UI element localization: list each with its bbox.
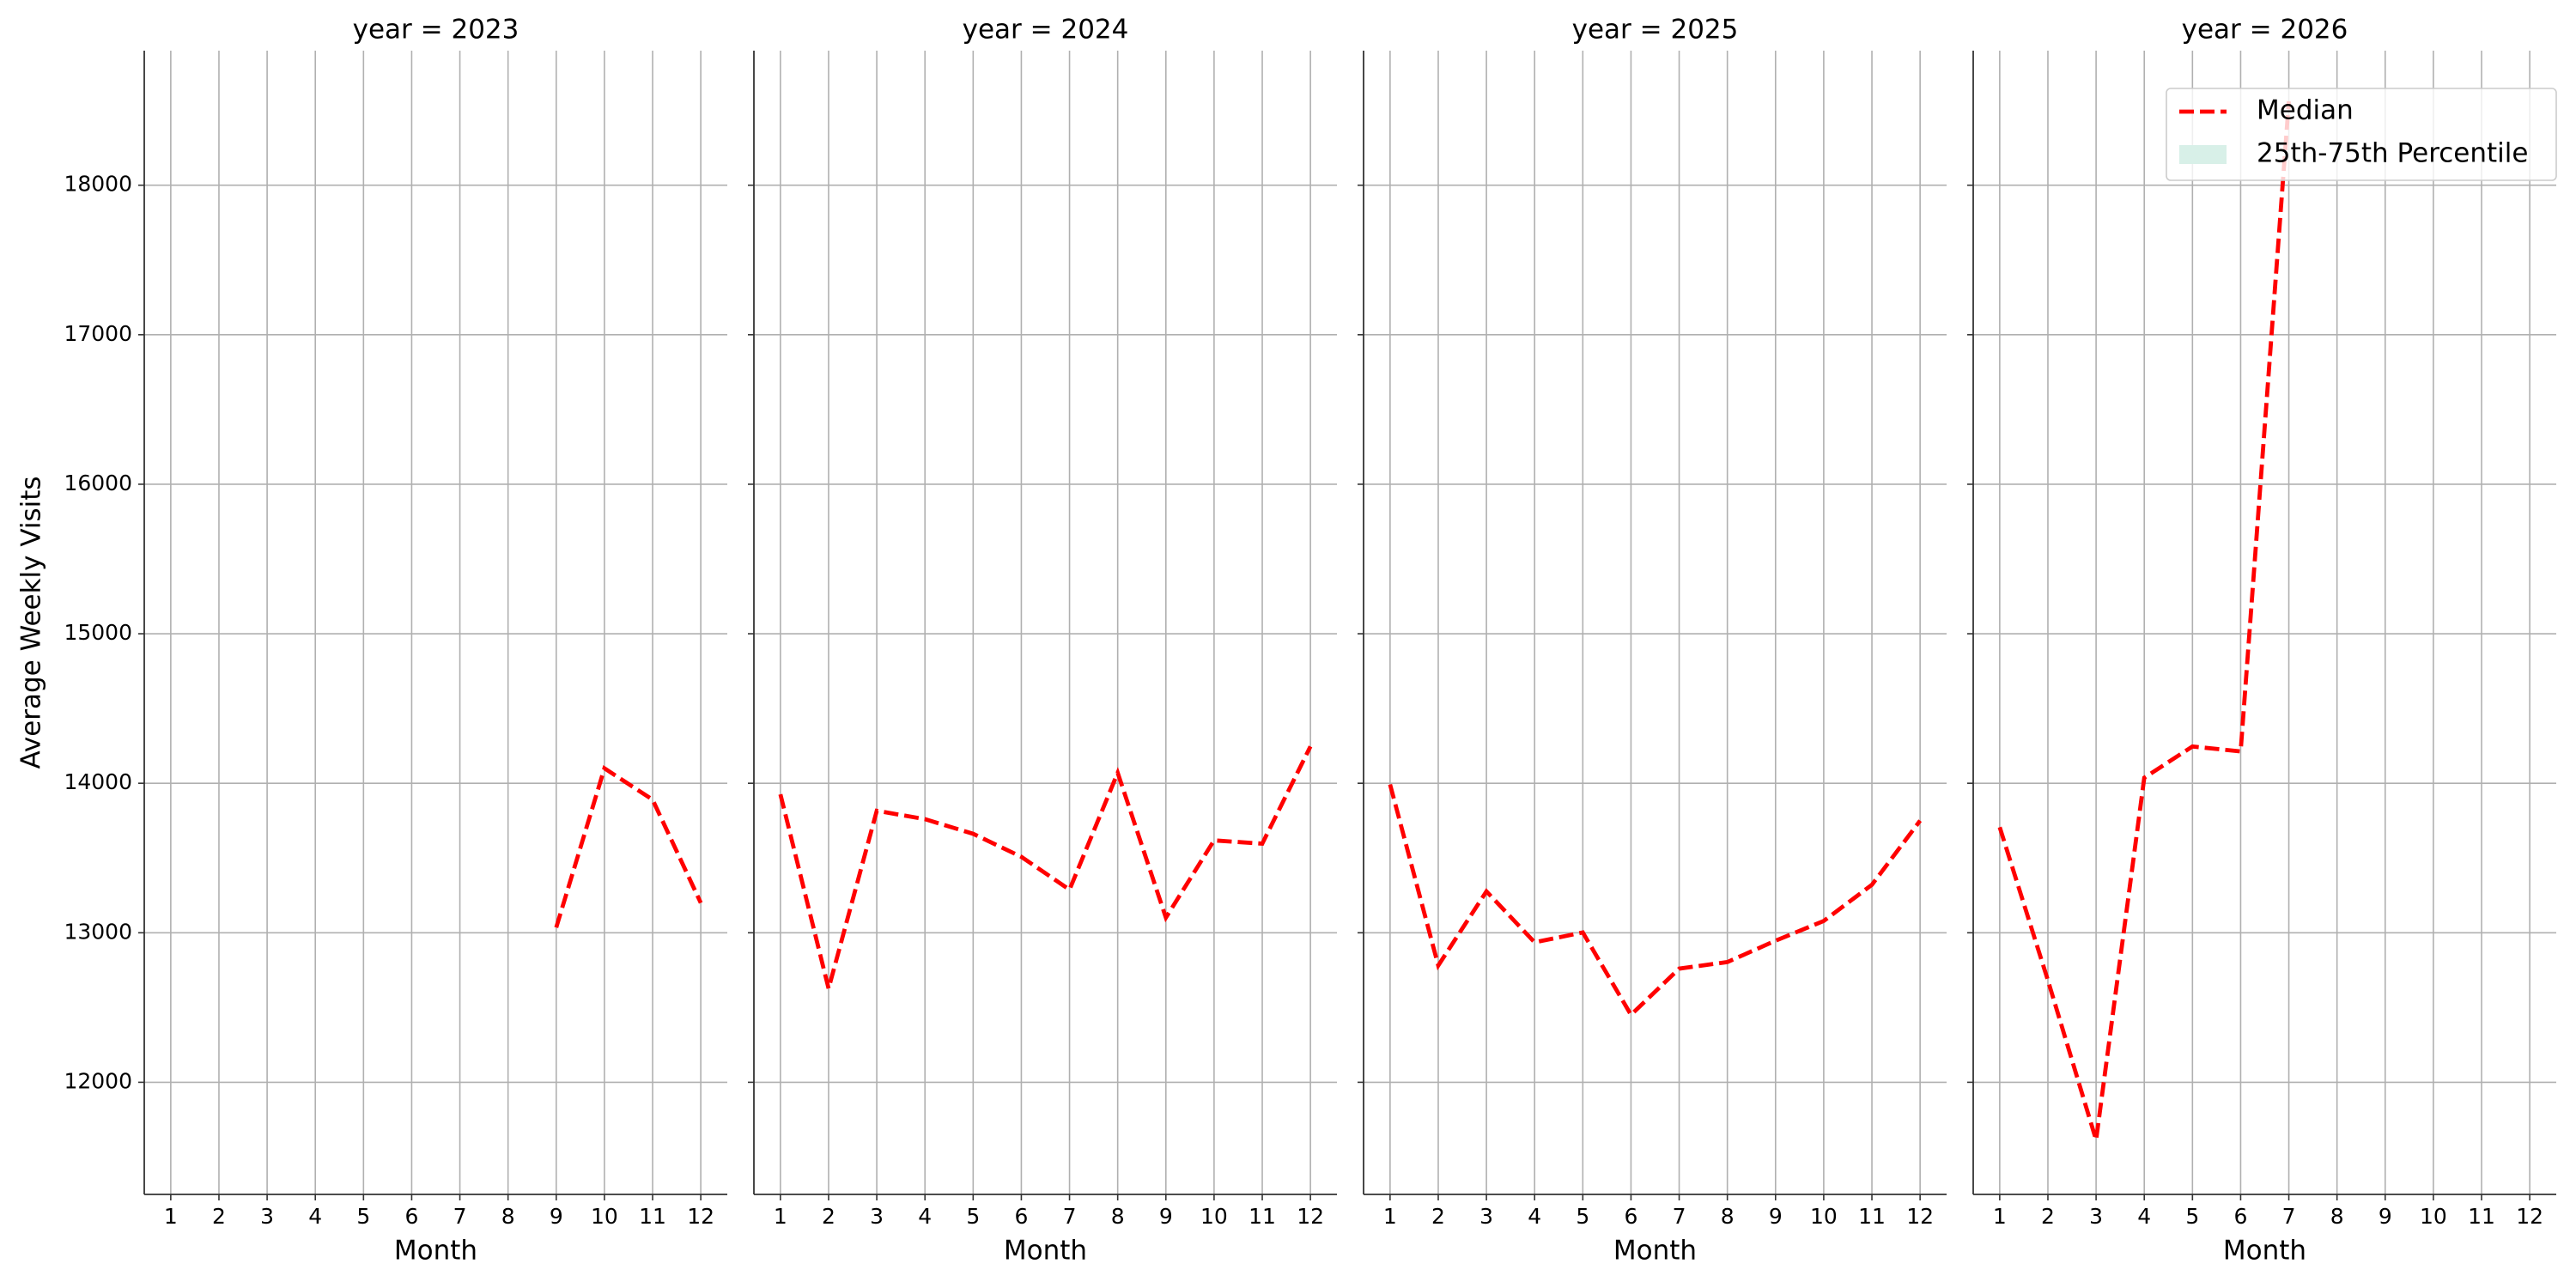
- panel-title: year = 2026: [2182, 15, 2348, 46]
- x-tick-label: 7: [1673, 1204, 1686, 1229]
- x-tick-label: 12: [2516, 1204, 2543, 1229]
- x-axis-label: Month: [1004, 1236, 1087, 1267]
- x-tick-label: 2: [1431, 1204, 1445, 1229]
- median-line: [1997, 100, 2291, 1141]
- x-tick-label: 1: [774, 1204, 787, 1229]
- x-tick-label: 11: [1249, 1204, 1276, 1229]
- x-tick-label: 11: [2468, 1204, 2495, 1229]
- x-tick-label: 10: [2420, 1204, 2447, 1229]
- x-tick-label: 2: [212, 1204, 226, 1229]
- x-tick-label: 1: [1993, 1204, 2007, 1229]
- legend-swatch: [2179, 145, 2227, 164]
- x-tick-label: 4: [2137, 1204, 2151, 1229]
- x-tick-label: 6: [2233, 1204, 2247, 1229]
- x-tick-label: 8: [501, 1204, 515, 1229]
- x-tick-label: 9: [2379, 1204, 2392, 1229]
- x-tick-label: 8: [2330, 1204, 2344, 1229]
- x-tick-label: 9: [1159, 1204, 1173, 1229]
- x-tick-label: 11: [639, 1204, 666, 1229]
- x-tick-label: 10: [591, 1204, 618, 1229]
- legend-label: 25th-75th Percentile: [2257, 138, 2528, 169]
- x-tick-label: 6: [1014, 1204, 1028, 1229]
- panel-title: year = 2025: [1572, 15, 1739, 46]
- x-tick-label: 4: [918, 1204, 932, 1229]
- panel-title: year = 2024: [963, 15, 1129, 46]
- x-axis-label: Month: [394, 1236, 477, 1267]
- x-tick-label: 6: [404, 1204, 418, 1229]
- x-tick-label: 3: [2089, 1204, 2103, 1229]
- x-tick-label: 7: [453, 1204, 467, 1229]
- x-tick-label: 8: [1721, 1204, 1735, 1229]
- x-tick-label: 4: [1528, 1204, 1541, 1229]
- x-tick-label: 7: [2282, 1204, 2296, 1229]
- x-tick-label: 12: [1297, 1204, 1324, 1229]
- legend-box: [2166, 88, 2557, 181]
- y-tick-label: 18000: [64, 172, 132, 197]
- x-tick-label: 1: [164, 1204, 178, 1229]
- x-tick-label: 5: [966, 1204, 980, 1229]
- x-tick-label: 5: [2185, 1204, 2199, 1229]
- x-tick-label: 11: [1858, 1204, 1886, 1229]
- x-tick-label: 4: [308, 1204, 322, 1229]
- x-tick-label: 2: [822, 1204, 835, 1229]
- x-tick-label: 12: [1906, 1204, 1934, 1229]
- panel: 1 2 3 4 5 6 7 8 9 10 11 121200013000140001500016000…: [16, 15, 727, 1267]
- x-tick-label: 1: [1383, 1204, 1397, 1229]
- x-tick-label: 6: [1624, 1204, 1637, 1229]
- median-line: [778, 745, 1313, 997]
- x-tick-label: 10: [1200, 1204, 1228, 1229]
- y-tick-label: 17000: [64, 321, 132, 346]
- y-tick-label: 16000: [64, 471, 132, 495]
- median-line: [554, 765, 703, 928]
- x-tick-label: 5: [1576, 1204, 1589, 1229]
- x-axis-label: Month: [1613, 1236, 1697, 1267]
- legend-label: Median: [2257, 95, 2354, 126]
- x-tick-label: 3: [870, 1204, 884, 1229]
- y-tick-label: 12000: [64, 1068, 132, 1093]
- x-tick-label: 10: [1810, 1204, 1838, 1229]
- x-tick-label: 9: [1769, 1204, 1783, 1229]
- y-axis-label: Average Weekly Visits: [16, 476, 47, 769]
- median-line: [1388, 783, 1923, 1018]
- panel-title: year = 2023: [353, 15, 519, 46]
- x-tick-label: 5: [356, 1204, 370, 1229]
- x-tick-label: 3: [1479, 1204, 1493, 1229]
- x-tick-label: 9: [550, 1204, 563, 1229]
- y-tick-label: 15000: [64, 620, 132, 645]
- legend: Median 25th-75th Percentile: [2166, 88, 2557, 181]
- x-tick-label: 12: [687, 1204, 714, 1229]
- x-tick-label: 3: [260, 1204, 274, 1229]
- y-tick-label: 14000: [64, 769, 132, 794]
- x-axis-label: Month: [2223, 1236, 2306, 1267]
- x-tick-label: 7: [1063, 1204, 1077, 1229]
- x-tick-label: 2: [2041, 1204, 2055, 1229]
- y-tick-label: 13000: [64, 919, 132, 944]
- x-tick-label: 8: [1111, 1204, 1125, 1229]
